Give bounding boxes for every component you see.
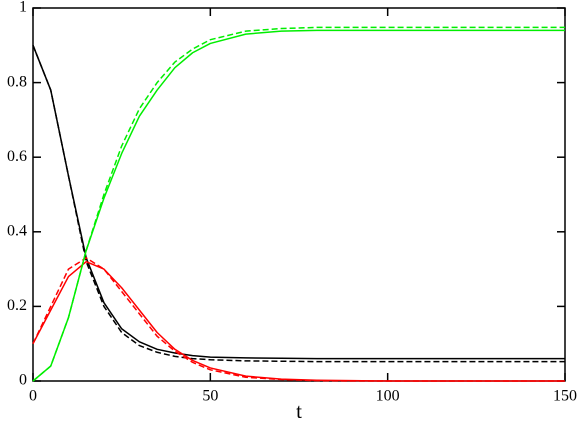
series-line <box>32 45 565 360</box>
plot-frame <box>32 7 566 382</box>
series-line <box>32 45 565 363</box>
series-line <box>32 257 565 382</box>
y-tick-label: 1 <box>19 0 27 16</box>
x-tick-label: 0 <box>29 388 37 405</box>
x-axis-label: t <box>296 399 302 423</box>
y-tick-label: 0.4 <box>7 222 27 239</box>
x-tick-label: 150 <box>553 388 577 405</box>
series-line <box>32 26 565 382</box>
series-line <box>32 29 565 382</box>
x-tick-label: 50 <box>202 388 218 405</box>
y-tick-label: 0.2 <box>7 297 27 314</box>
series-line <box>32 260 565 382</box>
y-tick-label: 0 <box>19 372 27 389</box>
y-tick-label: 0.8 <box>7 73 27 90</box>
y-tick-label: 0.6 <box>7 148 27 165</box>
x-tick-label: 100 <box>376 388 400 405</box>
